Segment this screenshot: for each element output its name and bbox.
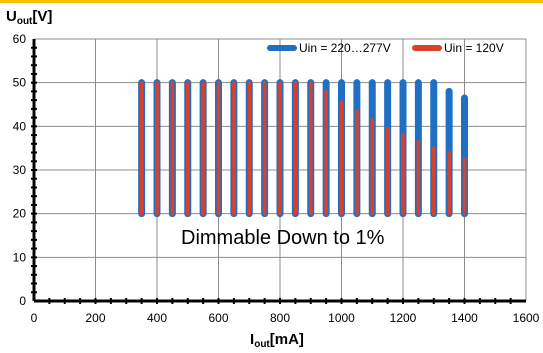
y-tick-label: 0 xyxy=(19,294,26,308)
x-tick-label: 600 xyxy=(208,311,228,325)
legend-label-uin-220-277: Uin = 220…277V xyxy=(299,41,391,55)
x-tick-label: 0 xyxy=(31,311,38,325)
legend-swatch-uin-120 xyxy=(412,45,442,51)
legend-label-uin-120: Uin = 120V xyxy=(444,41,504,55)
tick-labels: 0 200 400 600 800 1000 1200 1400 1600 0 10 20 30 40 50… xyxy=(13,32,540,325)
x-tick-label: 800 xyxy=(270,311,290,325)
y-axis-title: Uout[V] xyxy=(6,8,52,27)
x-tick-label: 400 xyxy=(147,311,167,325)
legend-swatch-uin-220-277 xyxy=(267,45,297,51)
x-tick-label: 1200 xyxy=(390,311,417,325)
legend: Uin = 220…277V Uin = 120V xyxy=(267,41,504,55)
axes xyxy=(31,39,526,304)
y-tick-label: 40 xyxy=(13,119,27,133)
x-tick-label: 1400 xyxy=(451,311,478,325)
y-tick-label: 10 xyxy=(13,250,27,264)
x-tick-label: 1600 xyxy=(513,311,540,325)
x-tick-label: 1000 xyxy=(328,311,355,325)
y-tick-label: 50 xyxy=(13,76,27,90)
x-axis-title: Iout[mA] xyxy=(250,331,304,350)
x-tick-label: 200 xyxy=(85,311,105,325)
bars xyxy=(138,79,468,218)
y-tick-label: 20 xyxy=(13,207,27,221)
top-rule xyxy=(0,0,543,3)
dimmable-annotation: Dimmable Down to 1% xyxy=(181,227,385,249)
y-tick-label: 30 xyxy=(13,163,27,177)
y-tick-label: 60 xyxy=(13,32,27,46)
